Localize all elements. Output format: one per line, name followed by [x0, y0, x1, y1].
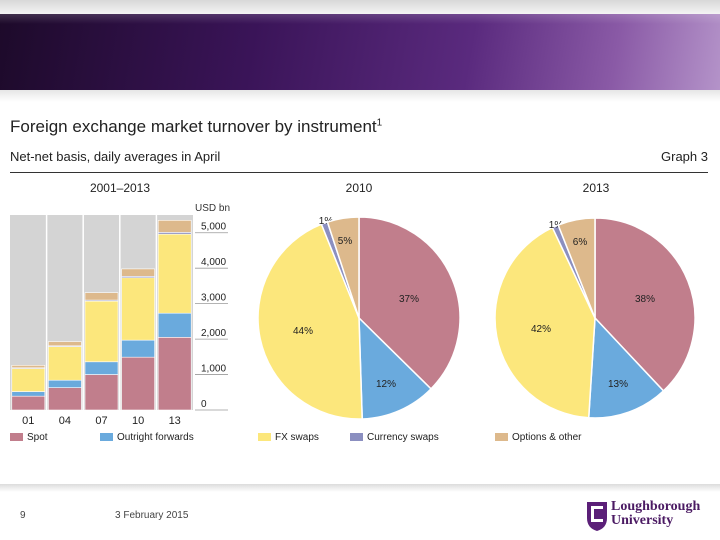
pie-2013-slice-spot — [594, 217, 696, 392]
y-tick-label: 5,000 — [201, 222, 226, 233]
pie-2013-slice-fx-swaps — [494, 226, 596, 419]
bar-segment-options-other — [157, 220, 192, 233]
bar-segment-spot — [48, 387, 82, 411]
top-strip — [0, 0, 720, 14]
legend-swatch-options-other — [495, 433, 508, 442]
bar-segment-outright-forwards — [121, 339, 155, 358]
pie-2013-label-options-other: 6% — [573, 237, 588, 248]
legend-label-spot: Spot — [27, 432, 48, 443]
legend-label-fx-swaps: FX swaps — [275, 432, 319, 443]
legend-label-outright-forwards: Outright forwards — [117, 432, 194, 443]
pie-2013-label-outright-forwards: 13% — [608, 379, 628, 390]
x-tick-label: 13 — [169, 415, 181, 427]
logo-wordmark: Loughborough University — [611, 500, 700, 528]
bar-segment-outright-forwards — [84, 361, 119, 375]
header-banner — [0, 14, 720, 90]
x-tick-label: 07 — [95, 415, 107, 427]
pie-2013-label-currency-swaps: 1% — [549, 220, 564, 231]
bar-segment-fx-swaps — [48, 346, 82, 381]
footnote-marker: 1 — [376, 117, 383, 129]
pie-2013-slice-outright-forwards — [587, 316, 665, 419]
pie-2010-slice-options-other — [326, 216, 360, 319]
bar-segment-spot — [157, 337, 192, 411]
pie-2010-label-spot: 37% — [399, 294, 419, 305]
pie-2010-slice-outright-forwards — [358, 316, 433, 420]
logo-line-2: University — [611, 513, 674, 528]
bar-segment-outright-forwards — [48, 379, 82, 388]
pie-2010-label-fx-swaps: 44% — [293, 326, 313, 337]
legend-swatch-currency-swaps — [350, 433, 363, 442]
pie-2013-title: 2013 — [582, 181, 610, 195]
slide-title: Foreign exchange market turnover by inst… — [10, 117, 382, 137]
pie-2010-label-options-other: 5% — [338, 236, 353, 247]
pie-2013-label-fx-swaps: 42% — [531, 324, 551, 335]
legend-swatch-spot — [10, 433, 23, 442]
slide-title-text: Foreign exchange market turnover by inst… — [10, 117, 377, 136]
bar-segment-spot — [11, 395, 46, 411]
slide-number: 9 — [20, 510, 26, 521]
y-tick-label: 2,000 — [201, 328, 226, 339]
title-rule — [10, 172, 708, 173]
x-tick-label: 01 — [22, 415, 34, 427]
legend-spot: Spot — [10, 432, 48, 443]
slide-date: 3 February 2015 — [115, 510, 189, 521]
pie-2010-title: 2010 — [345, 181, 373, 195]
slide-subtitle: Net-net basis, daily averages in April — [10, 149, 221, 164]
y-tick-label: 1,000 — [201, 364, 226, 375]
bar-segment-outright-forwards — [157, 312, 192, 338]
university-logo-icon — [587, 502, 607, 531]
pie-2010-slice-spot — [358, 216, 461, 390]
legend-swatch-outright-forwards — [100, 433, 113, 442]
y-tick-label: 4,000 — [201, 257, 226, 268]
legend-swatch-fx-swaps — [258, 433, 271, 442]
legend-currency-swaps: Currency swaps — [350, 432, 439, 443]
legend-outright-forwards: Outright forwards — [100, 432, 194, 443]
pie-2010-slice-fx-swaps — [257, 223, 363, 420]
bar-segment-options-other — [84, 292, 119, 301]
bar-segment-spot — [121, 356, 155, 411]
bar-segment-outright-forwards — [11, 391, 46, 397]
bar-segment-options-other — [11, 365, 46, 369]
bar-segment-fx-swaps — [84, 300, 119, 363]
bar-chart-title: 2001–2013 — [89, 181, 151, 195]
y-axis-unit-label: USD bn — [195, 203, 230, 214]
legend-label-currency-swaps: Currency swaps — [367, 432, 439, 443]
pie-2013-slice-options-other — [557, 217, 596, 319]
x-tick-label: 04 — [59, 415, 71, 427]
footer-bar — [0, 484, 720, 492]
logo-line-1: Loughborough — [611, 499, 701, 514]
y-tick-label: 3,000 — [201, 293, 226, 304]
pie-2010-label-outright-forwards: 12% — [376, 379, 396, 390]
x-tick-label: 10 — [132, 415, 144, 427]
graph-label: Graph 3 — [661, 149, 708, 164]
bar-segment-spot — [84, 374, 119, 411]
pie-2013-label-spot: 38% — [635, 294, 655, 305]
y-tick-label: 0 — [201, 399, 207, 410]
bar-segment-options-other — [121, 268, 155, 277]
bar-segment-fx-swaps — [11, 367, 46, 392]
banner-shadow — [0, 90, 720, 102]
bar-segment-fx-swaps — [121, 277, 155, 341]
legend-label-options-other: Options & other — [512, 432, 582, 443]
legend-options-other: Options & other — [495, 432, 581, 443]
legend-fx-swaps: FX swaps — [258, 432, 319, 443]
bar-segment-options-other — [48, 341, 82, 347]
bar-segment-fx-swaps — [157, 233, 192, 314]
pie-2010-label-currency-swaps: 1% — [319, 216, 334, 227]
